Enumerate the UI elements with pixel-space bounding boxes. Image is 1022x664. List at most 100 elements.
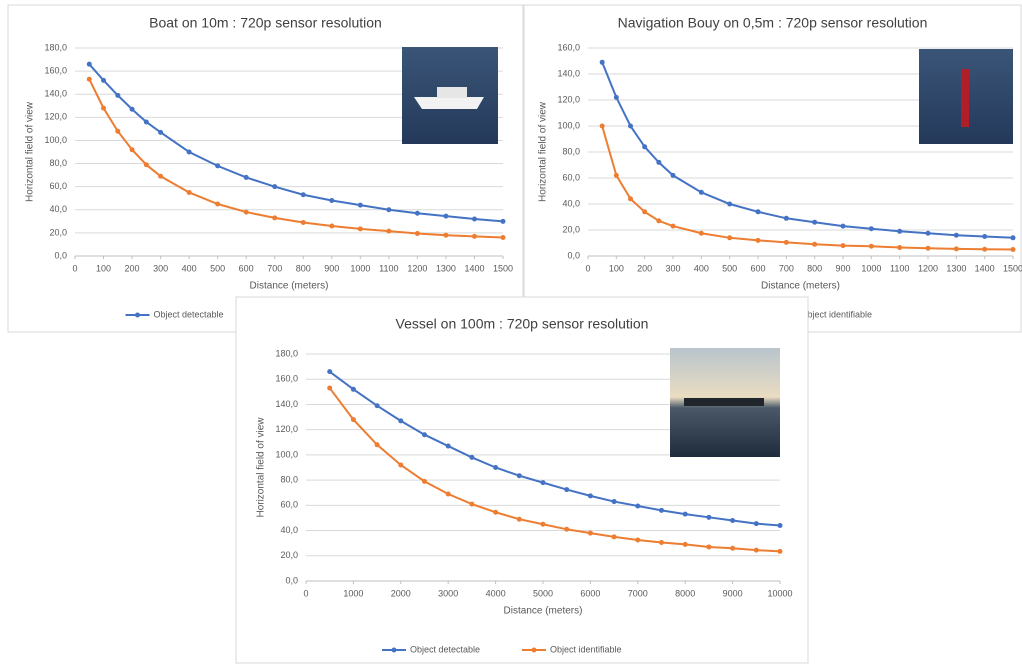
y-tick-label: 160,0 — [44, 65, 67, 75]
x-tick-label: 1100 — [379, 263, 398, 273]
x-tick-label: 3000 — [438, 588, 458, 598]
y-tick-label: 100,0 — [557, 120, 580, 130]
data-point — [635, 538, 640, 543]
data-point — [501, 235, 506, 240]
data-point — [351, 387, 356, 392]
x-tick-label: 1100 — [890, 263, 909, 273]
data-point — [869, 244, 874, 249]
boat-shape — [414, 97, 484, 109]
data-point — [398, 418, 403, 423]
x-tick-label: 600 — [750, 263, 765, 273]
data-point — [472, 217, 477, 222]
data-point — [244, 210, 249, 215]
x-tick-label: 1000 — [350, 263, 370, 273]
data-point — [897, 229, 902, 234]
data-point — [386, 207, 391, 212]
data-point — [358, 226, 363, 231]
data-point — [564, 527, 569, 532]
x-tick-label: 1000 — [861, 263, 881, 273]
data-point — [730, 518, 735, 523]
data-point — [588, 493, 593, 498]
data-point — [101, 106, 106, 111]
data-point — [272, 184, 277, 189]
legend-label: Object detectable — [154, 309, 224, 319]
data-point — [398, 462, 403, 467]
boat-cabin — [437, 87, 467, 98]
data-point — [215, 202, 220, 207]
x-tick-label: 100 — [96, 263, 111, 273]
x-tick-label: 400 — [694, 263, 709, 273]
data-point — [656, 218, 661, 223]
data-point — [101, 78, 106, 83]
y-tick-label: 60,0 — [562, 172, 580, 182]
data-point — [706, 544, 711, 549]
photo-inset — [402, 47, 498, 144]
legend-label: Object detectable — [410, 644, 480, 654]
data-point — [642, 144, 647, 149]
data-point — [327, 369, 332, 374]
data-point — [659, 508, 664, 513]
data-point — [926, 231, 931, 236]
data-point — [683, 512, 688, 517]
x-tick-label: 2000 — [391, 588, 411, 598]
y-tick-label: 140,0 — [557, 68, 580, 78]
data-point — [422, 479, 427, 484]
data-point — [659, 540, 664, 545]
data-point — [329, 198, 334, 203]
legend-label: Object identifiable — [550, 644, 622, 654]
data-point — [187, 150, 192, 155]
x-tick-label: 1400 — [975, 263, 995, 273]
data-point — [600, 124, 605, 129]
data-point — [115, 93, 120, 98]
x-tick-label: 1500 — [493, 263, 513, 273]
data-point — [415, 231, 420, 236]
x-tick-label: 10000 — [767, 588, 792, 598]
data-point — [327, 386, 332, 391]
data-point — [869, 226, 874, 231]
data-point — [472, 234, 477, 239]
data-point — [612, 499, 617, 504]
data-point — [144, 119, 149, 124]
data-point — [671, 173, 676, 178]
y-tick-label: 60,0 — [49, 181, 67, 191]
screenshot: 0,020,040,060,080,0100,0120,0140,0160,01… — [0, 0, 1022, 664]
data-point — [656, 160, 661, 165]
data-point — [784, 216, 789, 221]
chart-title: Boat on 10m : 720p sensor resolution — [149, 15, 382, 31]
x-tick-label: 1400 — [464, 263, 484, 273]
data-point — [954, 233, 959, 238]
x-tick-label: 500 — [210, 263, 225, 273]
data-point — [614, 173, 619, 178]
x-tick-label: 1000 — [343, 588, 363, 598]
data-point — [727, 235, 732, 240]
x-tick-label: 1500 — [1003, 263, 1022, 273]
y-tick-label: 160,0 — [275, 374, 298, 384]
data-point — [982, 247, 987, 252]
chart-panel: 0,020,040,060,080,0100,0120,0140,0160,01… — [236, 297, 808, 663]
data-point — [517, 517, 522, 522]
y-tick-label: 0,0 — [54, 250, 67, 260]
data-point — [683, 542, 688, 547]
data-point — [635, 503, 640, 508]
x-tick-label: 500 — [722, 263, 737, 273]
data-point — [375, 442, 380, 447]
x-tick-label: 100 — [609, 263, 624, 273]
data-point — [812, 220, 817, 225]
data-point — [517, 473, 522, 478]
data-point — [841, 243, 846, 248]
legend-marker — [532, 648, 537, 653]
data-point — [671, 224, 676, 229]
y-axis-label: Horizontal field of view — [25, 101, 36, 202]
data-point — [564, 487, 569, 492]
data-point — [588, 531, 593, 536]
x-tick-label: 700 — [267, 263, 282, 273]
buoy-shape — [961, 69, 969, 127]
legend-marker — [135, 313, 140, 318]
data-point — [443, 233, 448, 238]
x-tick-label: 1300 — [946, 263, 966, 273]
x-tick-label: 5000 — [533, 588, 553, 598]
y-tick-label: 140,0 — [275, 399, 298, 409]
data-point — [954, 246, 959, 251]
y-tick-label: 140,0 — [44, 89, 67, 99]
data-point — [130, 107, 135, 112]
